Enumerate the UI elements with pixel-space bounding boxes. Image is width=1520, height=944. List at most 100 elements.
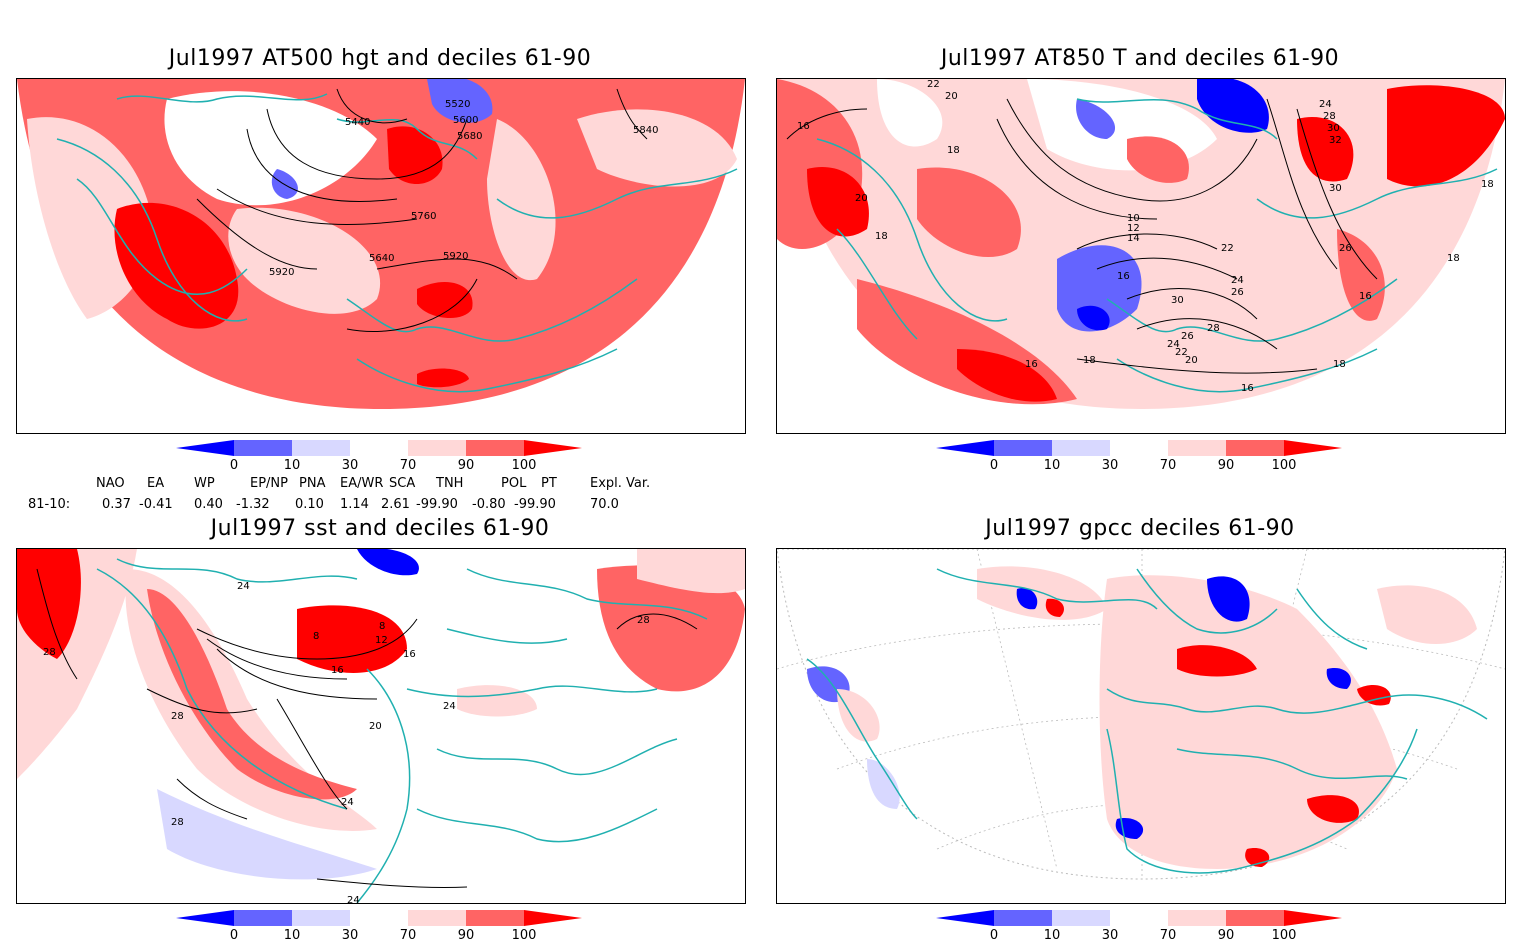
contour-label: 26 xyxy=(1181,331,1194,342)
anomaly-region xyxy=(357,549,419,576)
contour-label: 24 xyxy=(347,895,360,903)
coastlines xyxy=(806,568,1488,874)
anomaly-region xyxy=(271,169,298,199)
contour-label: 16 xyxy=(1359,291,1372,302)
colorbar-swatches xyxy=(176,910,582,926)
contour-label: 5840 xyxy=(633,125,658,136)
coastlines xyxy=(96,558,708,903)
anomaly-region xyxy=(1387,85,1505,187)
colorbar-swatch xyxy=(176,910,234,926)
index-value: 0.10 xyxy=(295,497,324,512)
colorbar-swatch xyxy=(1284,440,1342,456)
index-name: EA/WR xyxy=(340,476,384,491)
anomaly-region xyxy=(1197,79,1269,133)
precip-region xyxy=(1207,576,1250,622)
index-value: -1.32 xyxy=(236,497,270,512)
precip-region xyxy=(1377,585,1477,644)
anomaly-region xyxy=(637,549,745,594)
coastlines xyxy=(816,98,1498,393)
contour-labels: 22 20 16 18 20 18 10 12 14 16 22 24 26 3… xyxy=(797,79,1494,394)
index-value: -99.90 xyxy=(416,497,458,512)
colorbar-swatch xyxy=(350,910,408,926)
colorbar-swatch xyxy=(1226,440,1284,456)
colorbar-label: 30 xyxy=(1101,928,1119,943)
anomaly-region xyxy=(417,281,473,319)
index-value: 70.0 xyxy=(590,497,619,512)
anomaly-region xyxy=(807,167,869,237)
map-panel-gpcc xyxy=(776,548,1506,904)
anomaly-region xyxy=(17,549,81,659)
contour-label: 20 xyxy=(1185,355,1198,366)
anomaly-region xyxy=(114,202,239,329)
colorbar-label: 90 xyxy=(1217,928,1235,943)
colorbar-swatch xyxy=(292,440,350,456)
colorbar-swatch xyxy=(524,440,582,456)
colorbar-swatch xyxy=(1284,910,1342,926)
colorbar-label: 0 xyxy=(229,928,239,943)
contour-label: 16 xyxy=(331,665,344,676)
colorbar-sst: 0 10 30 70 90 100 xyxy=(176,910,596,944)
colorbar-swatch xyxy=(176,440,234,456)
index-name: PT xyxy=(541,476,557,491)
panel-title-at500: Jul1997 AT500 hgt and deciles 61-90 xyxy=(168,46,592,71)
contour-label: 18 xyxy=(1447,253,1460,264)
contour-label: 26 xyxy=(1339,243,1352,254)
coastlines xyxy=(56,93,738,393)
index-name: SCA xyxy=(389,476,416,491)
colorbar-swatch xyxy=(466,910,524,926)
precip-region xyxy=(1326,668,1351,689)
anomaly-region xyxy=(1077,305,1110,331)
contour-label: 30 xyxy=(1327,123,1340,134)
colorbar-label: 100 xyxy=(511,928,537,943)
colorbar-swatches xyxy=(936,910,1342,926)
colorbar-label: 0 xyxy=(989,928,999,943)
colorbar-swatch xyxy=(1052,910,1110,926)
index-name: EP/NP xyxy=(250,476,288,491)
temperature-contours xyxy=(786,98,1378,374)
colorbar-at850: 0 10 30 70 90 100 xyxy=(936,440,1356,474)
colorbar-swatch xyxy=(936,440,994,456)
colorbar-label: 70 xyxy=(399,458,417,473)
colorbar-swatch xyxy=(234,440,292,456)
anomaly-region xyxy=(1337,229,1385,321)
index-value: 1.14 xyxy=(340,497,369,512)
colorbar-swatch xyxy=(1168,910,1226,926)
index-name: WP xyxy=(194,476,215,491)
colorbar-label: 0 xyxy=(229,458,239,473)
colorbar-label: 30 xyxy=(341,928,359,943)
colorbar-swatch xyxy=(994,910,1052,926)
index-value: 0.37 xyxy=(102,497,131,512)
map-at500: 5520 5440 5600 5680 5840 5760 5920 5640 … xyxy=(17,79,745,409)
colorbar-swatch xyxy=(524,910,582,926)
colorbar-swatch xyxy=(994,440,1052,456)
panel-title-gpcc: Jul1997 gpcc deciles 61-90 xyxy=(985,516,1295,541)
height-contours xyxy=(196,88,648,333)
map-panel-sst: 28 24 28 24 20 16 12 8 8 16 24 28 28 24 xyxy=(16,548,746,904)
contour-label: 5520 xyxy=(445,99,470,110)
colorbar-swatches xyxy=(176,440,582,456)
precip-region xyxy=(1177,645,1257,677)
anomaly-region xyxy=(487,119,556,281)
contour-label: 5920 xyxy=(269,267,294,278)
contour-label: 5680 xyxy=(457,131,482,142)
contour-label: 24 xyxy=(1319,99,1332,110)
colorbar-swatch xyxy=(1052,440,1110,456)
precip-region xyxy=(1045,598,1064,617)
contour-label: 28 xyxy=(637,615,650,626)
index-value: -0.80 xyxy=(472,497,506,512)
contour-label: 18 xyxy=(1333,359,1346,370)
contour-label: 5440 xyxy=(345,117,370,128)
colorbar-swatch xyxy=(1226,910,1284,926)
contour-label: 5600 xyxy=(453,115,478,126)
panel-title-at850: Jul1997 AT850 T and deciles 61-90 xyxy=(940,46,1340,71)
contour-label: 16 xyxy=(797,121,810,132)
anomaly-region xyxy=(157,789,377,880)
colorbar-label: 10 xyxy=(1043,458,1061,473)
anomaly-region xyxy=(164,91,377,206)
contour-label: 16 xyxy=(1025,359,1038,370)
colorbar-swatch xyxy=(292,910,350,926)
anomaly-region xyxy=(917,167,1021,258)
colorbar-label: 10 xyxy=(283,928,301,943)
colorbar-label: 30 xyxy=(1101,458,1119,473)
index-name: TNH xyxy=(436,476,464,491)
